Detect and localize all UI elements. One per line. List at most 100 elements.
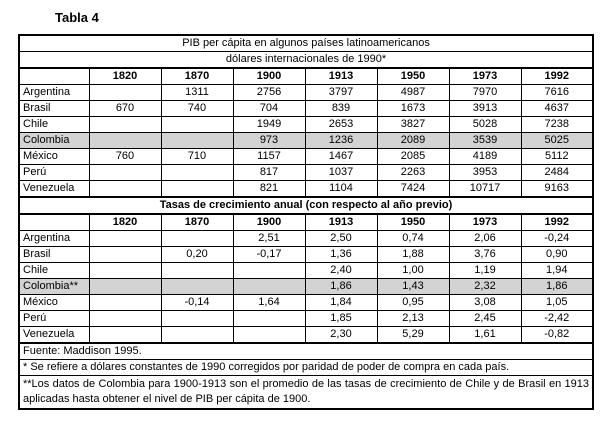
value-cell: 4637	[520, 100, 594, 117]
section2-header: Tasas de crecimiento anual (con respecto…	[18, 196, 594, 231]
value-cell: -0,82	[520, 326, 594, 344]
country-cell: México	[18, 294, 90, 311]
value-cell	[232, 326, 306, 344]
value-cell: 3827	[376, 116, 450, 133]
value-cell: 740	[160, 100, 234, 117]
value-cell	[160, 310, 234, 327]
value-cell: 5112	[520, 148, 594, 165]
value-cell: 2263	[376, 164, 450, 181]
value-cell	[160, 262, 234, 279]
table-row: Perú 817 1037 2263 3953 2484	[18, 164, 594, 181]
table-row: México -0,14 1,64 1,84 0,95 3,08 1,05	[18, 294, 594, 311]
value-cell: 2,51	[232, 230, 306, 247]
value-cell: 704	[232, 100, 306, 117]
value-cell	[160, 278, 234, 295]
corner-cell	[18, 213, 90, 231]
year-header: 1973	[448, 213, 522, 231]
value-cell: 3,08	[448, 294, 522, 311]
section1-title-row: PIB per cápita en algunos países latinoa…	[18, 34, 594, 52]
year-header: 1913	[304, 67, 378, 85]
value-cell: 5025	[520, 132, 594, 149]
table-row: Argentina 2,51 2,50 0,74 2,06 -0,24	[18, 230, 594, 247]
value-cell: 1,61	[448, 326, 522, 344]
value-cell: 1,19	[448, 262, 522, 279]
table-row: Perú 1,85 2,13 2,45 -2,42	[18, 310, 594, 327]
value-cell: 2,40	[304, 262, 378, 279]
section2-title-row: Tasas de crecimiento anual (con respecto…	[18, 196, 594, 215]
value-cell	[88, 132, 162, 149]
value-cell: 0,95	[376, 294, 450, 311]
year-header: 1913	[304, 213, 378, 231]
country-cell: Brasil	[18, 246, 90, 263]
country-cell: México	[18, 148, 90, 165]
value-cell	[160, 132, 234, 149]
value-cell: 1,86	[520, 278, 594, 295]
footnote-text: **Los datos de Colombia para 1900-1913 s…	[18, 375, 594, 410]
year-header: 1973	[448, 67, 522, 85]
value-cell	[88, 326, 162, 344]
value-cell: 2653	[304, 116, 378, 133]
value-cell: 2,30	[304, 326, 378, 344]
value-cell: 10717	[448, 180, 522, 198]
value-cell: 1,43	[376, 278, 450, 295]
year-header: 1820	[88, 213, 162, 231]
value-cell: 1104	[304, 180, 378, 198]
year-header: 1992	[520, 213, 594, 231]
section1-year-header-row: 1820 1870 1900 1913 1950 1973 1992	[18, 67, 594, 85]
value-cell	[88, 180, 162, 198]
value-cell: 7424	[376, 180, 450, 198]
value-cell	[88, 164, 162, 181]
value-cell: 2,06	[448, 230, 522, 247]
value-cell: 1037	[304, 164, 378, 181]
country-cell: Chile	[18, 262, 90, 279]
value-cell: 7238	[520, 116, 594, 133]
value-cell	[88, 230, 162, 247]
value-cell	[232, 262, 306, 279]
section1-subtitle-row: dólares internacionales de 1990*	[18, 51, 594, 69]
footnote-row: **Los datos de Colombia para 1900-1913 s…	[18, 375, 594, 410]
section1-body: Argentina 1311 2756 3797 4987 7970 7616 Brasil 6…	[18, 84, 594, 198]
value-cell	[160, 230, 234, 247]
country-cell: Argentina	[18, 230, 90, 247]
value-cell: 1,86	[304, 278, 378, 295]
value-cell: 1236	[304, 132, 378, 149]
value-cell	[160, 326, 234, 344]
value-cell: 2,13	[376, 310, 450, 327]
year-header: 1900	[232, 213, 306, 231]
value-cell: 1,05	[520, 294, 594, 311]
value-cell: 973	[232, 132, 306, 149]
table-row: Venezuela 2,30 5,29 1,61 -0,82	[18, 326, 594, 344]
value-cell	[160, 180, 234, 198]
value-cell: 1,00	[376, 262, 450, 279]
value-cell: 1,36	[304, 246, 378, 263]
value-cell: 0,90	[520, 246, 594, 263]
value-cell: 1467	[304, 148, 378, 165]
value-cell: 817	[232, 164, 306, 181]
value-cell: 2089	[376, 132, 450, 149]
table-row: Brasil 670 740 704 839 1673 3913 4637	[18, 100, 594, 117]
country-cell: Perú	[18, 164, 90, 181]
value-cell: 1673	[376, 100, 450, 117]
page-title: Tabla 4	[55, 10, 99, 25]
country-cell: Colombia**	[18, 278, 90, 295]
value-cell: 2,32	[448, 278, 522, 295]
table-row: Chile 1949 2653 3827 5028 7238	[18, 116, 594, 133]
value-cell: 5,29	[376, 326, 450, 344]
value-cell	[88, 84, 162, 101]
section2-body: Argentina 2,51 2,50 0,74 2,06 -0,24 Brasil 0,20…	[18, 230, 594, 344]
country-cell: Venezuela	[18, 180, 90, 198]
year-header: 1950	[376, 213, 450, 231]
value-cell: 1949	[232, 116, 306, 133]
value-cell: 2484	[520, 164, 594, 181]
section1-subtitle: dólares internacionales de 1990*	[18, 51, 594, 69]
value-cell	[88, 278, 162, 295]
value-cell: 7970	[448, 84, 522, 101]
value-cell: 4189	[448, 148, 522, 165]
value-cell: 2085	[376, 148, 450, 165]
value-cell: -2,42	[520, 310, 594, 327]
table-row: Venezuela 821 1104 7424 10717 9163	[18, 180, 594, 198]
country-cell: Perú	[18, 310, 90, 327]
footnotes: Fuente: Maddison 1995. * Se refiere a dó…	[18, 342, 594, 410]
section1-title: PIB per cápita en algunos países latinoa…	[18, 34, 594, 52]
country-cell: Chile	[18, 116, 90, 133]
